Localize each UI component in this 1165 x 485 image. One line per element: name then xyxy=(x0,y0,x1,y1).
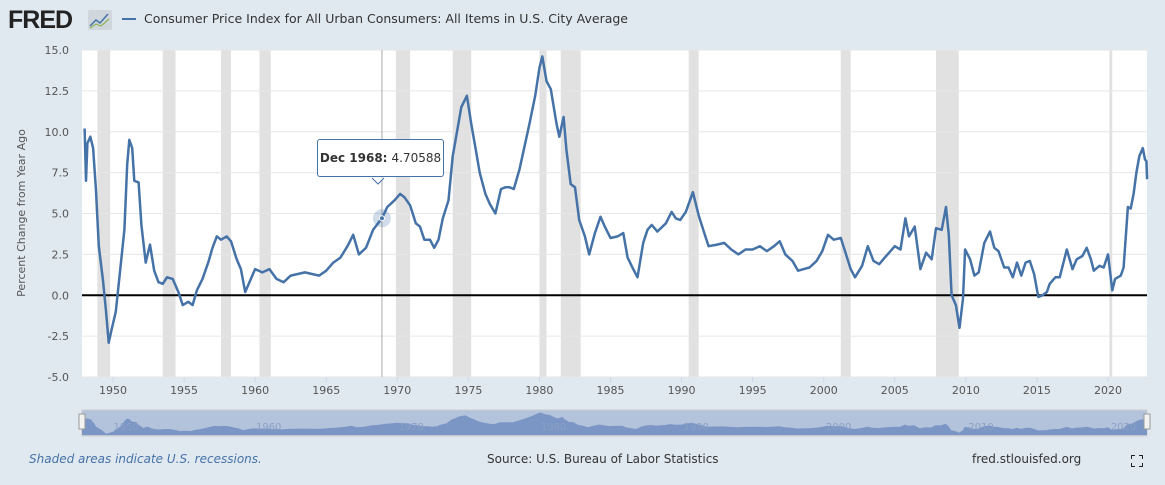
navigator-label: 2000 xyxy=(826,422,851,433)
x-tick-label: 1955 xyxy=(170,384,198,397)
x-tick-label: 1990 xyxy=(668,384,696,397)
y-tick-label: 10.0 xyxy=(45,126,70,139)
highlight-point[interactable] xyxy=(378,215,385,222)
navigator-label: 2010 xyxy=(968,422,993,433)
legend-label: Consumer Price Index for All Urban Consu… xyxy=(144,11,628,26)
x-tick-label: 1950 xyxy=(99,384,127,397)
recession-note: Shaded areas indicate U.S. recessions. xyxy=(29,452,262,466)
cpi-series-line[interactable] xyxy=(83,55,1149,344)
navigator-label: 1980 xyxy=(541,422,566,433)
legend-swatch xyxy=(122,17,136,20)
x-tick-label: 2005 xyxy=(881,384,909,397)
tooltip-value: 4.70588 xyxy=(391,151,442,165)
y-tick-label: -2.5 xyxy=(48,330,69,343)
x-tick-label: 1985 xyxy=(597,384,625,397)
navigator-label: 1970 xyxy=(398,422,423,433)
x-tick-label: 2015 xyxy=(1023,384,1051,397)
navigator-label: 1990 xyxy=(683,422,708,433)
navigator-label: 1960 xyxy=(256,422,281,433)
x-tick-label: 2010 xyxy=(952,384,980,397)
tooltip-arrow xyxy=(371,177,385,185)
y-tick-label: 0.0 xyxy=(52,289,70,302)
x-tick-label: 2020 xyxy=(1094,384,1122,397)
x-tick-label: 1975 xyxy=(454,384,482,397)
y-tick-label: -5.0 xyxy=(48,371,69,384)
x-tick-label: 1995 xyxy=(739,384,767,397)
y-tick-label: 15.0 xyxy=(45,44,70,57)
navigator[interactable]: 1950 1960 1970 1980 1990 2000 2010 2020 xyxy=(78,409,1151,437)
legend-item[interactable]: Consumer Price Index for All Urban Consu… xyxy=(122,11,628,26)
y-tick-label: 5.0 xyxy=(52,208,70,221)
fullscreen-icon[interactable] xyxy=(1130,452,1144,468)
navigator-right-handle[interactable] xyxy=(1143,413,1151,430)
y-tick-label: 2.5 xyxy=(52,248,70,261)
navigator-label: 1950 xyxy=(113,422,138,433)
x-tick-label: 1970 xyxy=(383,384,411,397)
line-chart-icon xyxy=(88,10,112,30)
navigator-left-handle[interactable] xyxy=(78,413,86,430)
x-tick-label: 1965 xyxy=(312,384,340,397)
navigator-label: 2020 xyxy=(1111,422,1136,433)
y-axis-title: Percent Change from Year Ago xyxy=(15,129,28,297)
tooltip-date: Dec 1968: xyxy=(319,151,388,165)
x-tick-label: 1980 xyxy=(525,384,553,397)
y-tick-label: 7.5 xyxy=(52,167,70,180)
y-tick-label: 12.5 xyxy=(45,85,70,98)
x-tick-label: 2000 xyxy=(810,384,838,397)
fred-logo[interactable]: FRED xyxy=(8,6,73,34)
source-text: Source: U.S. Bureau of Labor Statistics xyxy=(487,452,719,466)
chart-svg[interactable]: 15.012.510.07.55.02.50.0-2.5-5.0 1950 195… xyxy=(0,0,1165,445)
navigator-series xyxy=(82,412,1147,435)
tooltip: Dec 1968: 4.70588 xyxy=(317,139,444,177)
x-tick-label: 1960 xyxy=(241,384,269,397)
site-link[interactable]: fred.stlouisfed.org xyxy=(972,452,1082,466)
